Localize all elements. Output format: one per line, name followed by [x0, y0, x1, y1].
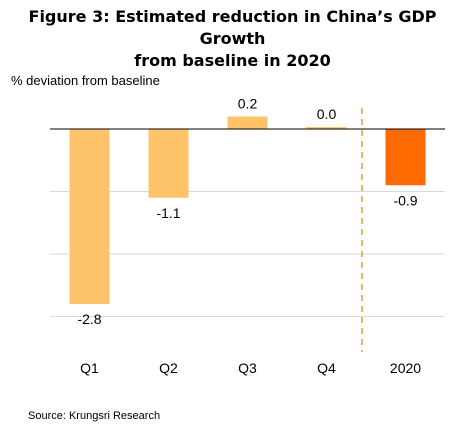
bar-q3	[227, 116, 268, 129]
bar-q1	[69, 129, 110, 304]
x-tick-label-q4: Q4	[317, 360, 336, 376]
source-note: Source: Krungsri Research	[28, 410, 161, 422]
x-tick-label-q3: Q3	[238, 360, 257, 376]
chart-title: Figure 3: Estimated reduction in China’s…	[0, 6, 465, 72]
data-label-q1: -2.8	[77, 311, 101, 327]
bar-q2	[148, 129, 189, 198]
data-label-q3: 0.2	[238, 96, 258, 112]
chart-title-line-2: from baseline in 2020	[134, 51, 331, 70]
y-axis-label: % deviation from baseline	[11, 73, 160, 88]
data-label-q2: -1.1	[156, 205, 180, 221]
data-label-q4: 0.0	[317, 106, 337, 122]
x-tick-label-2020: 2020	[390, 360, 421, 376]
x-tick-label-q2: Q2	[159, 360, 178, 376]
bar-2020	[385, 129, 426, 186]
chart-title-line-1: Figure 3: Estimated reduction in China’s…	[28, 7, 437, 48]
data-label-2020: -0.9	[393, 192, 417, 208]
x-tick-label-q1: Q1	[80, 360, 99, 376]
bar-q4	[306, 127, 347, 129]
